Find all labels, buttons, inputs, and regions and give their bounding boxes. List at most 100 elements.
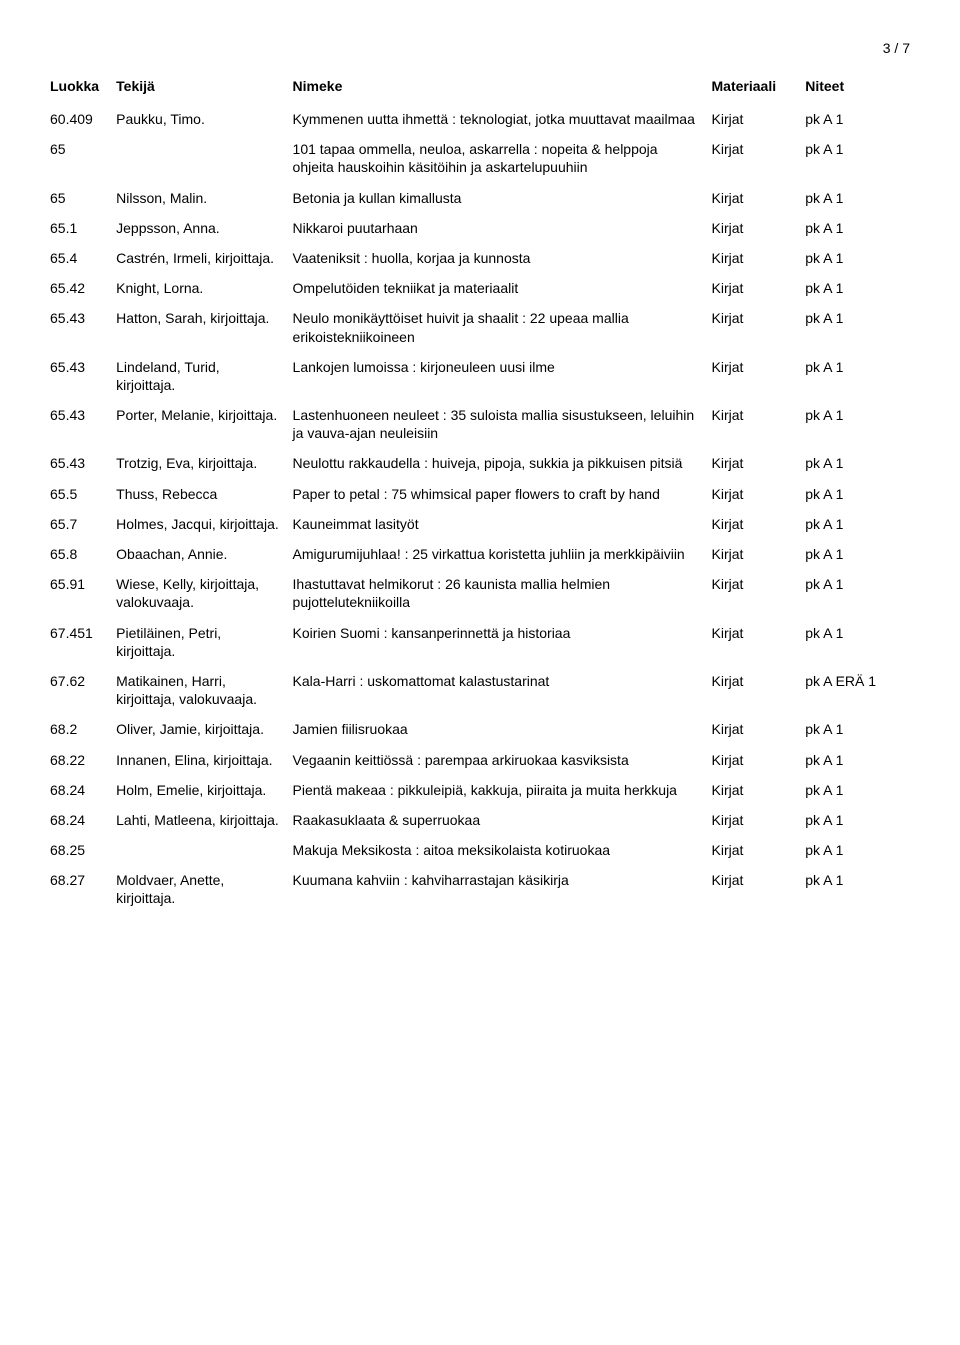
cell-tekija: Matikainen, Harri, kirjoittaja, valokuva… xyxy=(116,666,292,714)
table-row: 65.4Castrén, Irmeli, kirjoittaja.Vaateni… xyxy=(50,243,910,273)
cell-materiaali: Kirjat xyxy=(712,448,806,478)
cell-tekija: Trotzig, Eva, kirjoittaja. xyxy=(116,448,292,478)
cell-niteet: pk A 1 xyxy=(805,273,910,303)
cell-tekija: Obaachan, Annie. xyxy=(116,539,292,569)
table-row: 65.42Knight, Lorna.Ompelutöiden tekniika… xyxy=(50,273,910,303)
cell-luokka: 68.24 xyxy=(50,775,116,805)
cell-nimeke: Jamien fiilisruokaa xyxy=(293,714,712,744)
cell-materiaali: Kirjat xyxy=(712,666,806,714)
cell-tekija xyxy=(116,835,292,865)
cell-tekija: Castrén, Irmeli, kirjoittaja. xyxy=(116,243,292,273)
cell-niteet: pk A 1 xyxy=(805,448,910,478)
cell-niteet: pk A 1 xyxy=(805,714,910,744)
cell-tekija: Jeppsson, Anna. xyxy=(116,213,292,243)
cell-luokka: 68.27 xyxy=(50,865,116,913)
cell-niteet: pk A 1 xyxy=(805,509,910,539)
cell-nimeke: Kymmenen uutta ihmettä : teknologiat, jo… xyxy=(293,104,712,134)
cell-nimeke: Kuumana kahviin : kahviharrastajan käsik… xyxy=(293,865,712,913)
cell-nimeke: Kala-Harri : uskomattomat kalastustarina… xyxy=(293,666,712,714)
col-luokka: Luokka xyxy=(50,74,116,104)
table-row: 60.409Paukku, Timo.Kymmenen uutta ihmett… xyxy=(50,104,910,134)
cell-niteet: pk A 1 xyxy=(805,745,910,775)
cell-nimeke: Ihastuttavat helmikorut : 26 kaunista ma… xyxy=(293,569,712,617)
cell-niteet: pk A 1 xyxy=(805,775,910,805)
cell-tekija: Lindeland, Turid, kirjoittaja. xyxy=(116,352,292,400)
table-row: 68.25 Makuja Meksikosta : aitoa meksikola… xyxy=(50,835,910,865)
cell-nimeke: Neulottu rakkaudella : huiveja, pipoja, … xyxy=(293,448,712,478)
cell-luokka: 65.42 xyxy=(50,273,116,303)
cell-materiaali: Kirjat xyxy=(712,104,806,134)
cell-niteet: pk A 1 xyxy=(805,213,910,243)
cell-niteet: pk A 1 xyxy=(805,243,910,273)
cell-tekija: Nilsson, Malin. xyxy=(116,183,292,213)
cell-tekija: Lahti, Matleena, kirjoittaja. xyxy=(116,805,292,835)
cell-luokka: 65 xyxy=(50,183,116,213)
cell-luokka: 65.43 xyxy=(50,303,116,351)
cell-niteet: pk A 1 xyxy=(805,183,910,213)
table-row: 65.43Hatton, Sarah, kirjoittaja.Neulo mo… xyxy=(50,303,910,351)
cell-materiaali: Kirjat xyxy=(712,618,806,666)
col-nimeke: Nimeke xyxy=(293,74,712,104)
cell-tekija: Porter, Melanie, kirjoittaja. xyxy=(116,400,292,448)
cell-nimeke: Raakasuklaata & superruokaa xyxy=(293,805,712,835)
cell-luokka: 60.409 xyxy=(50,104,116,134)
cell-niteet: pk A 1 xyxy=(805,618,910,666)
cell-tekija: Knight, Lorna. xyxy=(116,273,292,303)
cell-materiaali: Kirjat xyxy=(712,400,806,448)
cell-nimeke: Koirien Suomi : kansanperinnettä ja hist… xyxy=(293,618,712,666)
cell-nimeke: Nikkaroi puutarhaan xyxy=(293,213,712,243)
cell-materiaali: Kirjat xyxy=(712,745,806,775)
cell-nimeke: Lastenhuoneen neuleet : 35 suloista mall… xyxy=(293,400,712,448)
cell-niteet: pk A 1 xyxy=(805,835,910,865)
cell-tekija: Paukku, Timo. xyxy=(116,104,292,134)
cell-niteet: pk A 1 xyxy=(805,303,910,351)
table-header-row: Luokka Tekijä Nimeke Materiaali Niteet xyxy=(50,74,910,104)
cell-luokka: 65.1 xyxy=(50,213,116,243)
cell-niteet: pk A 1 xyxy=(805,805,910,835)
cell-luokka: 65 xyxy=(50,134,116,182)
cell-tekija: Hatton, Sarah, kirjoittaja. xyxy=(116,303,292,351)
table-row: 65.43Trotzig, Eva, kirjoittaja.Neulottu … xyxy=(50,448,910,478)
table-row: 65 101 tapaa ommella, neuloa, askarrella … xyxy=(50,134,910,182)
table-row: 68.27Moldvaer, Anette, kirjoittaja.Kuuma… xyxy=(50,865,910,913)
cell-luokka: 65.43 xyxy=(50,448,116,478)
cell-luokka: 65.5 xyxy=(50,479,116,509)
cell-tekija: Holm, Emelie, kirjoittaja. xyxy=(116,775,292,805)
cell-luokka: 65.4 xyxy=(50,243,116,273)
cell-tekija: Thuss, Rebecca xyxy=(116,479,292,509)
table-row: 65.5Thuss, RebeccaPaper to petal : 75 wh… xyxy=(50,479,910,509)
table-row: 65.7Holmes, Jacqui, kirjoittaja.Kauneimm… xyxy=(50,509,910,539)
table-row: 68.22Innanen, Elina, kirjoittaja.Vegaani… xyxy=(50,745,910,775)
cell-tekija: Moldvaer, Anette, kirjoittaja. xyxy=(116,865,292,913)
cell-nimeke: Vegaanin keittiössä : parempaa arkiruoka… xyxy=(293,745,712,775)
cell-nimeke: Paper to petal : 75 whimsical paper flow… xyxy=(293,479,712,509)
cell-nimeke: Lankojen lumoissa : kirjoneuleen uusi il… xyxy=(293,352,712,400)
cell-materiaali: Kirjat xyxy=(712,134,806,182)
table-row: 65.8Obaachan, Annie.Amigurumijuhlaa! : 2… xyxy=(50,539,910,569)
cell-materiaali: Kirjat xyxy=(712,714,806,744)
col-niteet: Niteet xyxy=(805,74,910,104)
cell-materiaali: Kirjat xyxy=(712,865,806,913)
cell-materiaali: Kirjat xyxy=(712,835,806,865)
cell-niteet: pk A 1 xyxy=(805,479,910,509)
book-table: Luokka Tekijä Nimeke Materiaali Niteet 6… xyxy=(50,74,910,914)
table-row: 67.451Pietiläinen, Petri, kirjoittaja.Ko… xyxy=(50,618,910,666)
cell-materiaali: Kirjat xyxy=(712,183,806,213)
cell-materiaali: Kirjat xyxy=(712,479,806,509)
cell-nimeke: Betonia ja kullan kimallusta xyxy=(293,183,712,213)
cell-materiaali: Kirjat xyxy=(712,509,806,539)
cell-tekija: Innanen, Elina, kirjoittaja. xyxy=(116,745,292,775)
cell-nimeke: Ompelutöiden tekniikat ja materiaalit xyxy=(293,273,712,303)
cell-nimeke: Makuja Meksikosta : aitoa meksikolaista … xyxy=(293,835,712,865)
cell-luokka: 67.451 xyxy=(50,618,116,666)
cell-tekija: Oliver, Jamie, kirjoittaja. xyxy=(116,714,292,744)
cell-niteet: pk A 1 xyxy=(805,569,910,617)
cell-nimeke: 101 tapaa ommella, neuloa, askarrella : … xyxy=(293,134,712,182)
table-row: 65.43Porter, Melanie, kirjoittaja.Lasten… xyxy=(50,400,910,448)
cell-niteet: pk A 1 xyxy=(805,104,910,134)
cell-luokka: 68.25 xyxy=(50,835,116,865)
cell-luokka: 65.43 xyxy=(50,352,116,400)
cell-luokka: 68.2 xyxy=(50,714,116,744)
cell-niteet: pk A 1 xyxy=(805,400,910,448)
cell-luokka: 65.7 xyxy=(50,509,116,539)
